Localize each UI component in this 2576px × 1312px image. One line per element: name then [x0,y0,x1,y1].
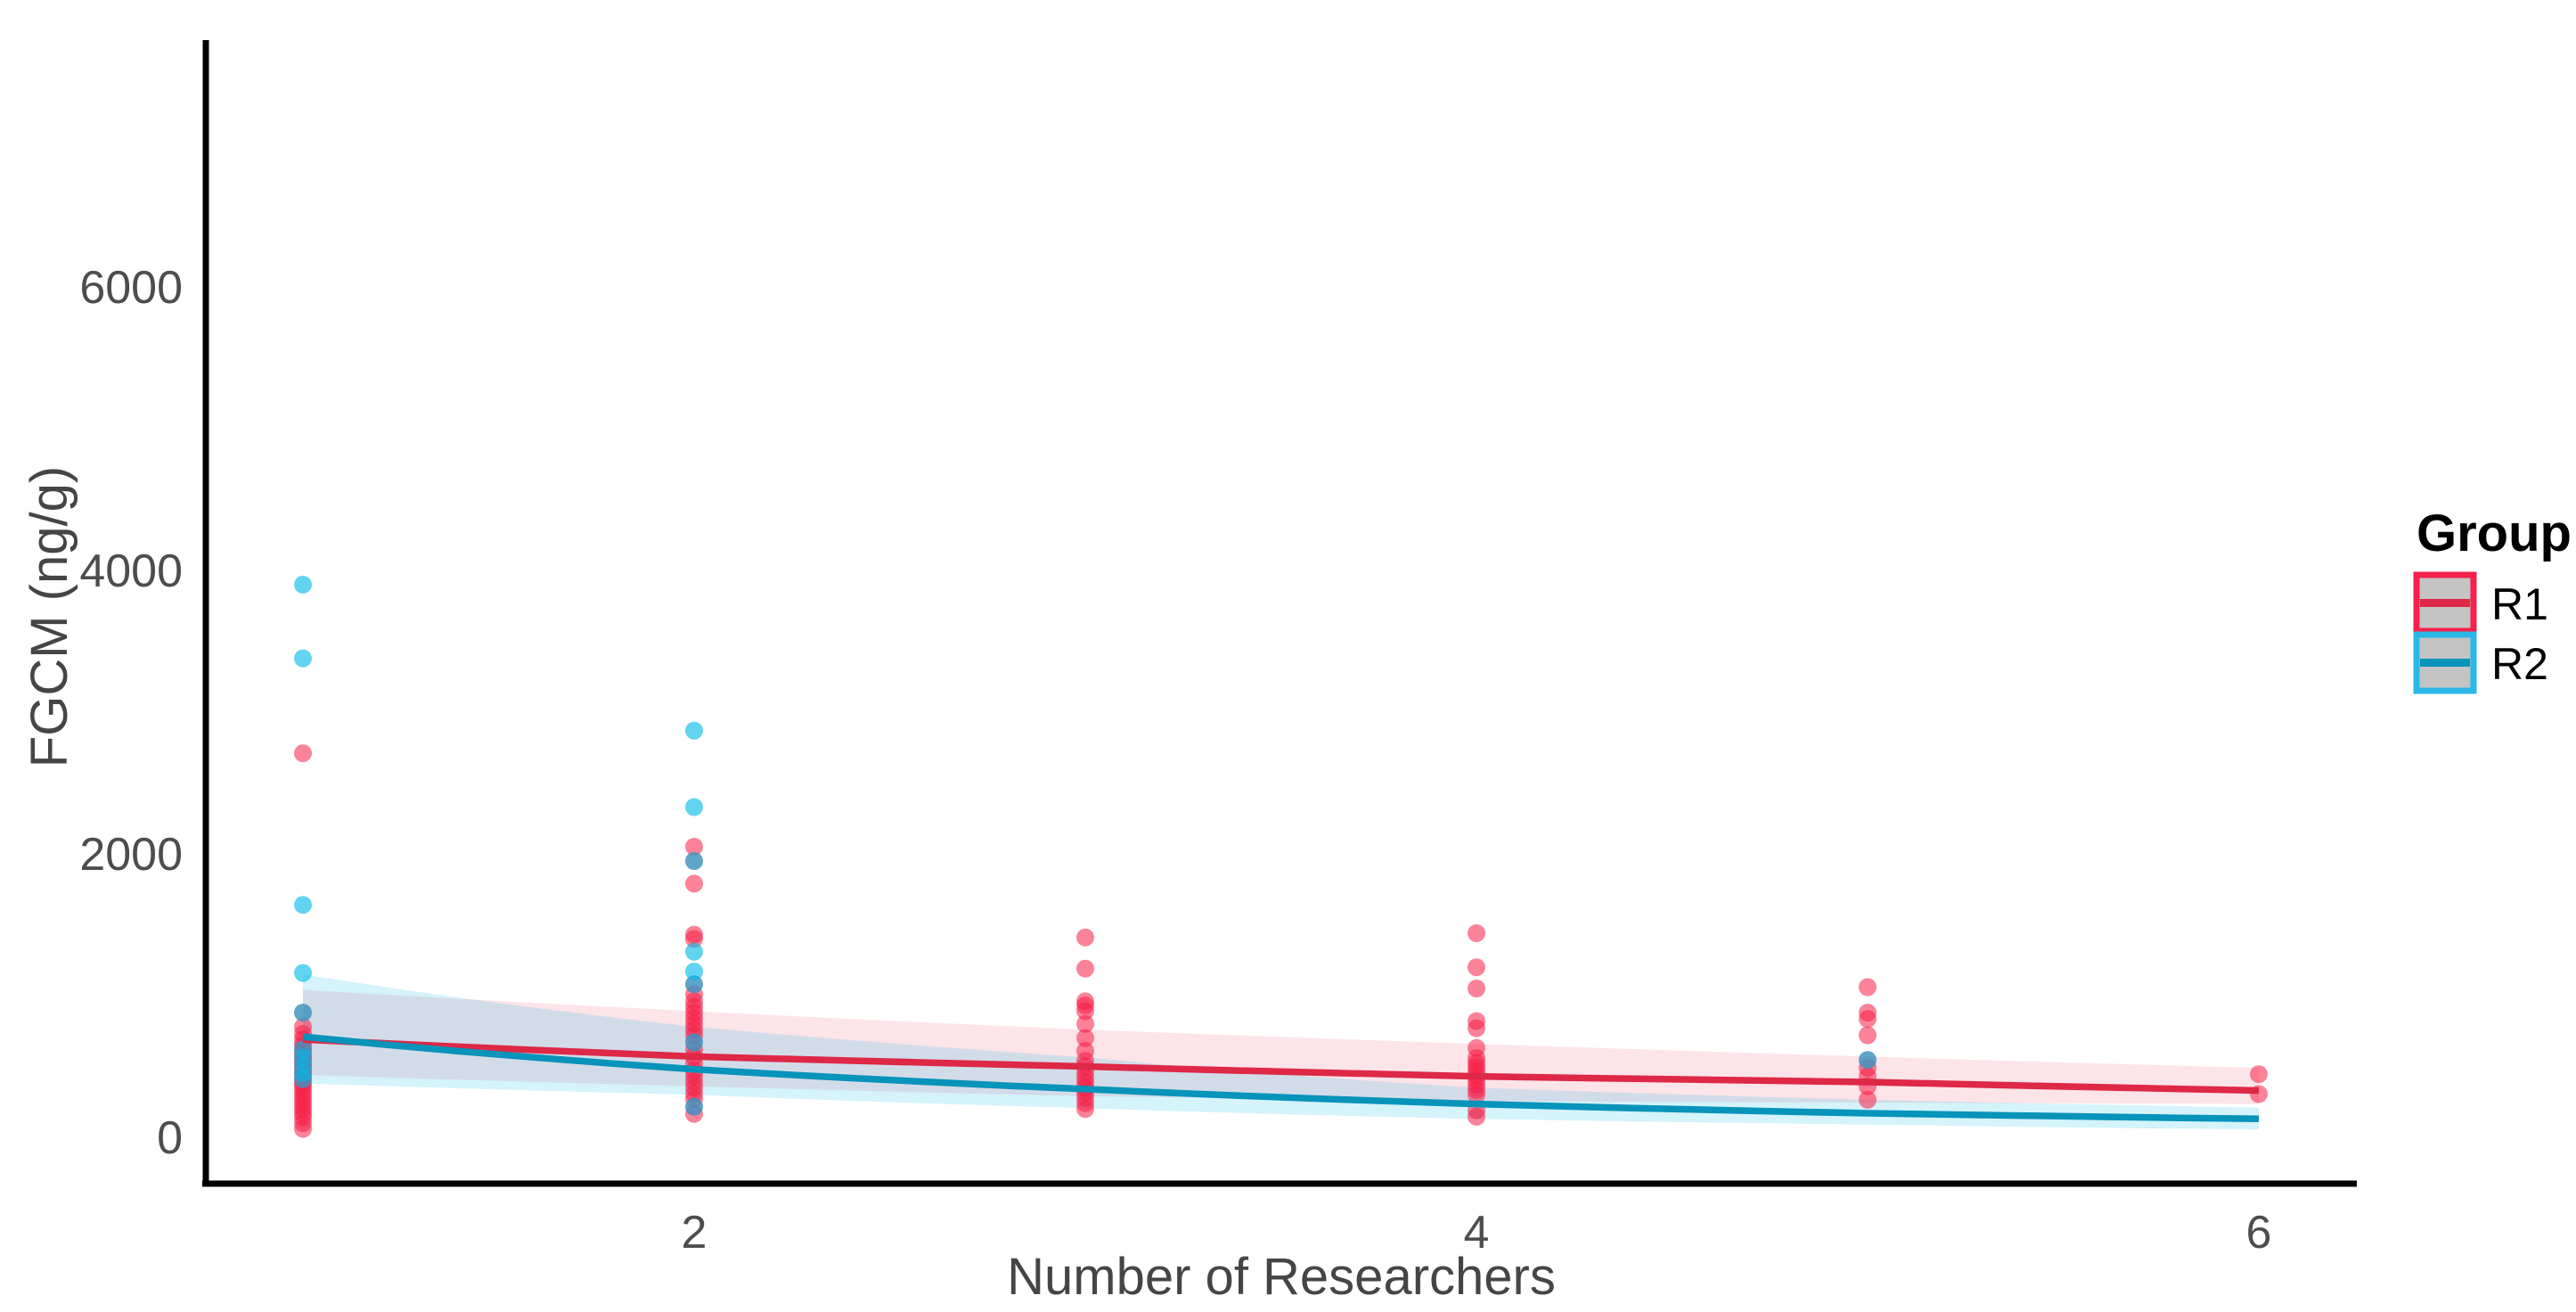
scatter-point-r1 [1468,924,1485,942]
scatter-point-r2 [685,798,703,816]
scatter-point-r2 [294,575,312,594]
x-tick-label-2: 2 [682,1207,707,1259]
y-tick-label-4000: 4000 [79,545,183,597]
legend-title: Group [2417,504,2572,562]
x-tick-label-4: 4 [1464,1207,1490,1259]
scatter-point-r1 [1859,1090,1877,1109]
scatter-point-r1 [1468,958,1485,977]
y-tick-label-0: 0 [157,1112,183,1164]
scatter-point-r1 [1468,1107,1485,1126]
scatter-point-r1 [1076,959,1094,978]
scatter-point-r1 [1076,928,1094,947]
scatter-point-r2 [685,963,703,980]
scatter-point-r2 [294,964,312,982]
scatter-point-r2 [1859,1051,1877,1070]
scatter-point-r2 [685,975,703,994]
scatter-point-r2 [294,649,312,668]
scatter-point-r2 [294,1004,312,1022]
scatter-point-r2 [294,1070,312,1088]
scatter-point-r2 [685,721,703,740]
scatter-point-r2 [685,942,703,961]
y-axis-title: FGCM (ng/g) [20,466,78,767]
fit-line-r2 [302,1033,2260,1123]
fit-line-r1 [302,1036,2260,1095]
fit-lines-layer [302,1033,2260,1123]
scatter-point-r1 [294,1119,312,1138]
scatter-point-r1 [2250,1065,2268,1084]
scatter-point-r1 [1859,1010,1877,1029]
scatter-point-r1 [685,930,703,948]
x-tick-label-6: 6 [2246,1207,2272,1259]
x-axis-title: Number of Researchers [1007,1248,1556,1306]
scatter-point-r1 [685,838,703,856]
scatter-point-r2 [294,896,312,914]
legend-keys [2413,571,2477,694]
scatter-point-r1 [1076,1014,1094,1033]
scatter-point-r1 [1076,1100,1094,1119]
scatter-point-r1 [1859,978,1877,996]
scatter-point-r1 [1859,1026,1877,1045]
scatter-point-r1 [1076,1029,1094,1047]
legend-label-r1: R1 [2491,579,2548,629]
scatter-point-r2 [685,1097,703,1116]
scatter-point-r2 [685,1033,703,1052]
scatter-points-layer [294,575,2268,1138]
confidence-ribbon-r2 [303,974,2259,1130]
y-tick-label-6000: 6000 [79,262,183,314]
scatter-point-r1 [1468,1086,1485,1104]
y-tick-label-2000: 2000 [79,829,183,881]
scatter-point-r1 [1468,980,1485,997]
legend-label-r2: R2 [2491,639,2548,689]
scatter-point-r1 [1076,1002,1094,1021]
scatter-point-r1 [685,874,703,893]
legend: Group R1 R2 [2413,504,2572,694]
scatter-point-r1 [294,744,312,763]
scatter-point-r2 [685,852,703,870]
scatter-point-r1 [1468,1019,1485,1037]
